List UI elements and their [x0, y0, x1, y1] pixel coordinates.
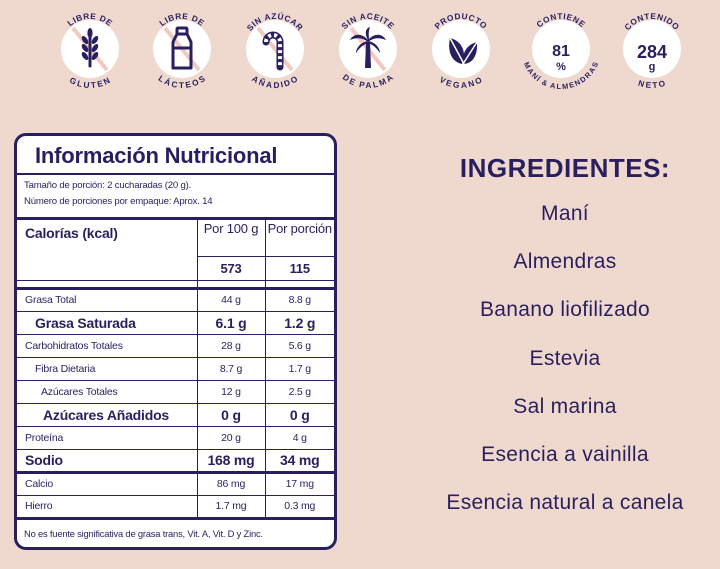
- nutrient-value-100g: 44 g: [196, 288, 265, 312]
- table-spacer: [17, 280, 334, 290]
- nutrient-name: Calcio: [17, 472, 197, 496]
- nutrient-value-100g: 8.7 g: [196, 357, 265, 381]
- nutrition-table: Calorías (kcal) Por 100 g Por porción 57…: [17, 220, 334, 520]
- badge-value: 284 g: [623, 42, 681, 73]
- nutrient-value-portion: 0.3 mg: [264, 495, 334, 520]
- nutrition-facts-panel: Información Nutricional Tamaño de porció…: [14, 133, 337, 550]
- nutrient-value-portion: 0 g: [264, 403, 334, 427]
- nutrient-value-100g: 12 g: [196, 380, 265, 404]
- table-row: Azúcares Totales 12 g 2.5 g: [17, 380, 334, 404]
- nutrient-name: Hierro: [17, 495, 197, 520]
- calories-label: Calorías (kcal): [17, 220, 197, 281]
- nutrient-value-portion: 1.7 g: [264, 357, 334, 381]
- milk-bottle-icon: [163, 26, 201, 72]
- nutrient-value-100g: 6.1 g: [196, 311, 265, 335]
- badge-bottom-label: GLUTEN: [68, 75, 112, 90]
- badge-row: LIBRE DE GLUTEN: [0, 0, 720, 110]
- nutrition-title: Información Nutricional: [35, 143, 278, 168]
- nutrient-value-portion: 34 mg: [264, 449, 334, 474]
- ingredient-item: Esencia natural a canela: [446, 491, 684, 515]
- ingredient-item: Estevia: [529, 346, 601, 370]
- nutrient-name: Carbohidratos Totales: [17, 334, 197, 358]
- column-header-100g: Por 100 g: [196, 220, 265, 257]
- badge-contains-peanut-almond: CONTIENE MANÍ & ALMENDRAS 81 %: [521, 0, 601, 100]
- badge-value-unit: %: [556, 61, 566, 73]
- badge-value-number: 284: [636, 42, 668, 62]
- candy-cane-icon: [256, 26, 294, 72]
- badge-circle: [61, 20, 119, 78]
- nutrient-name: Grasa Saturada: [17, 311, 197, 335]
- ingredient-item: Sal marina: [513, 394, 617, 418]
- nutrient-value-portion: 17 mg: [264, 472, 334, 496]
- badge-vegan: PRODUCTO VEGANO: [421, 0, 501, 100]
- badge-circle: 81 %: [532, 20, 590, 78]
- wheat-icon: [71, 26, 109, 72]
- badge-dairy-free: LIBRE DE LÁCTEOS: [142, 0, 222, 100]
- ingredient-item: Maní: [541, 202, 589, 225]
- ingredients-title: INGREDIENTES:: [459, 153, 671, 183]
- serving-size: Tamaño de porción: 2 cucharadas (20 g).: [24, 180, 192, 191]
- leaf-icon: [449, 37, 478, 65]
- table-row: Proteína 20 g 4 g: [17, 426, 334, 450]
- table-row: Grasa Total 44 g 8.8 g: [17, 288, 334, 312]
- badge-circle: [246, 20, 304, 78]
- nutrient-value-100g: 0 g: [196, 403, 265, 427]
- table-header-row: Calorías (kcal) Por 100 g Por porción: [17, 220, 334, 281]
- nutrient-name: Fibra Dietaria: [17, 357, 197, 381]
- badge-value: 81 %: [532, 42, 590, 73]
- nutrient-value-100g: 86 mg: [196, 472, 265, 496]
- nutrient-value-portion: 5.6 g: [264, 334, 334, 358]
- nutrient-value-portion: 8.8 g: [264, 288, 334, 312]
- nutrition-footnote: No es fuente significativa de grasa tran…: [24, 527, 263, 539]
- table-row: Fibra Dietaria 8.7 g 1.7 g: [17, 357, 334, 381]
- svg-text:VEGANO: VEGANO: [438, 74, 484, 90]
- nutrient-value-portion: 2.5 g: [264, 380, 334, 404]
- badge-circle: [153, 20, 211, 78]
- nutrient-value-portion: 1.2 g: [264, 311, 334, 335]
- ingredient-item: Almendras: [513, 250, 617, 274]
- badge-net-content: CONTENIDO NETO 284 g: [612, 0, 692, 100]
- nutrient-value-100g: 1.7 mg: [196, 495, 265, 520]
- badge-value-unit: g: [648, 61, 656, 73]
- ingredient-item: Esencia a vainilla: [481, 442, 649, 466]
- table-row: Sodio 168 mg 34 mg: [17, 449, 334, 474]
- nutrient-name: Proteína: [17, 426, 197, 450]
- badge-circle: [339, 20, 397, 78]
- divider: [17, 217, 334, 220]
- nutrient-value-100g: 20 g: [196, 426, 265, 450]
- nutrient-name: Sodio: [17, 449, 197, 474]
- calories-portion: 115: [264, 256, 334, 281]
- badge-circle: 284 g: [623, 20, 681, 78]
- ingredient-item: Banano liofilizado: [479, 298, 651, 322]
- badge-circle: [432, 20, 490, 78]
- ingredients-list: Maní Almendras Banano liofilizado Estevi…: [410, 190, 720, 527]
- divider: [17, 173, 334, 175]
- table-row: Hierro 1.7 mg 0.3 mg: [17, 495, 334, 520]
- badge-gluten-free: LIBRE DE GLUTEN: [50, 0, 130, 100]
- servings-per-container: Número de porciones por empaque: Aprox. …: [24, 196, 213, 207]
- calories-row: 573 115: [17, 256, 334, 281]
- nutrient-name: Grasa Total: [17, 288, 197, 312]
- table-row: Azúcares Añadidos 0 g 0 g: [17, 403, 334, 427]
- serving-info: Tamaño de porción: 2 cucharadas (20 g). …: [17, 175, 334, 217]
- nutrient-value-100g: 168 mg: [196, 449, 265, 474]
- table-row: Carbohidratos Totales 28 g 5.6 g: [17, 334, 334, 358]
- badge-no-added-sugar: SIN AZÚCAR AÑADIDO: [235, 0, 315, 100]
- palm-tree-icon: [349, 26, 387, 72]
- calories-100g: 573: [196, 256, 265, 281]
- badge-no-palm-oil: SIN ACEITE DE PALMA: [328, 0, 408, 100]
- badge-bottom-label: NETO: [637, 78, 666, 90]
- table-row: Grasa Saturada 6.1 g 1.2 g: [17, 311, 334, 335]
- column-header-portion: Por porción: [264, 220, 334, 257]
- badge-value-number: 81: [552, 43, 570, 60]
- table-row: Calcio 86 mg 17 mg: [17, 472, 334, 496]
- svg-text:GLUTEN: GLUTEN: [68, 75, 112, 90]
- badge-bottom-label: VEGANO: [438, 74, 484, 90]
- nutrient-name: Azúcares Totales: [17, 380, 197, 404]
- svg-text:NETO: NETO: [637, 78, 667, 90]
- nutrient-name: Azúcares Añadidos: [17, 403, 197, 427]
- nutrient-value-portion: 4 g: [264, 426, 334, 450]
- ingredients-section: INGREDIENTES: Maní Almendras Banano liof…: [410, 150, 720, 527]
- nutrient-value-100g: 28 g: [196, 334, 265, 358]
